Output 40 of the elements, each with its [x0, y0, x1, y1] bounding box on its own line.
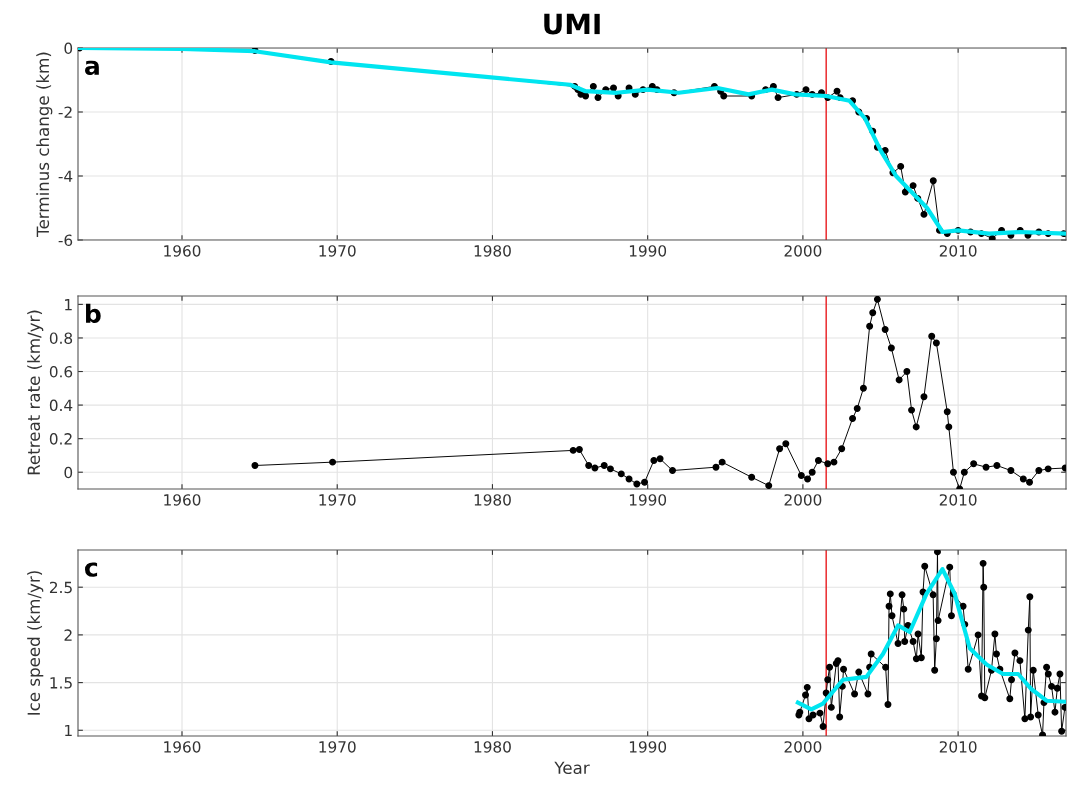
y-tick-label: -4: [58, 170, 73, 182]
x-tick-label: 2000: [784, 494, 822, 506]
x-tick-label: 2010: [939, 245, 977, 257]
x-tick-label: 1980: [474, 245, 511, 257]
annotation: a: [85, 60, 99, 76]
x-tick-label: 1970: [319, 494, 356, 506]
y-tick-label: 1: [65, 724, 72, 737]
y-tick-label: 2: [64, 629, 72, 641]
x-tick-label: 2000: [784, 245, 822, 257]
y-tick-label: 2.5: [49, 581, 72, 594]
y-tick-label: 0: [64, 466, 73, 479]
y-tick-label: 0: [64, 42, 73, 55]
x-axis-title: Year: [554, 761, 590, 775]
x-tick-label: 1970: [319, 245, 356, 257]
y-tick-label: 0.4: [49, 399, 73, 412]
annotation: c: [85, 562, 98, 577]
y-tick-label: -6: [58, 234, 73, 247]
y-axis-title: Terminus change (km): [36, 52, 53, 237]
x-tick-label: 1980: [474, 741, 511, 753]
x-tick-label: 1970: [319, 741, 356, 753]
x-tick-label: 1990: [629, 494, 667, 506]
x-tick-label: 2010: [939, 494, 977, 506]
y-tick-label: 0.8: [49, 332, 73, 344]
y-tick-label: 1.5: [50, 677, 72, 689]
x-tick-label: 1960: [164, 741, 201, 753]
y-tick-label: 0.6: [49, 365, 73, 378]
x-tick-label: 1980: [474, 494, 511, 506]
x-tick-label: 2000: [784, 741, 822, 753]
y-tick-label: 1: [65, 299, 72, 311]
x-tick-label: 1990: [629, 245, 667, 257]
x-tick-label: 2010: [939, 741, 977, 753]
annotation: b: [86, 303, 101, 324]
chart-title: UMI: [544, 13, 600, 35]
y-axis-title: Retreat rate (km/yr): [27, 310, 44, 475]
x-tick-label: 1960: [164, 494, 201, 506]
x-tick-label: 1960: [164, 245, 201, 257]
y-tick-label: -2: [58, 106, 72, 118]
y-axis-title: Ice speed (km/yr): [27, 571, 44, 715]
x-tick-label: 1990: [629, 741, 667, 753]
y-tick-label: 0.2: [49, 433, 72, 445]
